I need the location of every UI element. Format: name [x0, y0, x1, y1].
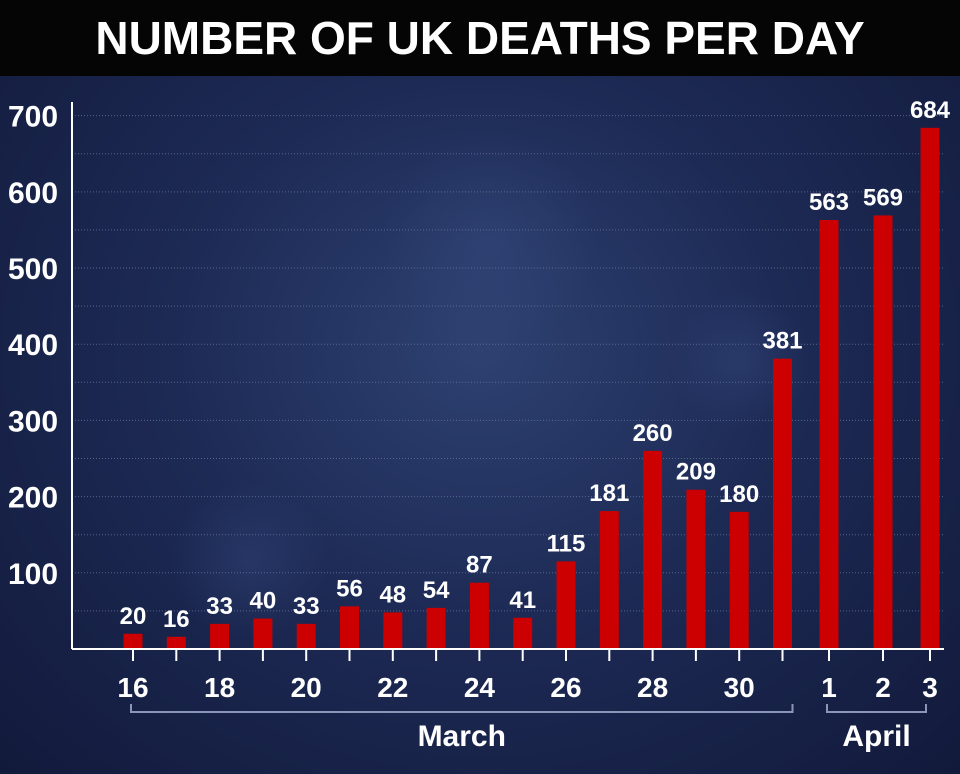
x-tick-label: 26 — [550, 672, 581, 703]
bar — [643, 450, 663, 649]
month-label: April — [842, 720, 910, 753]
x-tick-label: 22 — [377, 672, 408, 703]
bar — [873, 215, 893, 649]
x-tick-label: 1 — [821, 672, 837, 703]
x-tick-label: 3 — [922, 672, 938, 703]
bar-value-label: 33 — [293, 593, 320, 620]
bar-value-label: 209 — [676, 459, 716, 486]
bar-value-label: 684 — [910, 97, 951, 124]
bar — [166, 636, 186, 649]
bar — [819, 220, 839, 649]
x-tick-label: 24 — [464, 672, 496, 703]
month-groups: March April — [130, 704, 927, 753]
bar — [513, 617, 533, 649]
y-tick-label: 700 — [8, 101, 58, 134]
bar — [729, 511, 749, 649]
x-tick-label: 30 — [724, 672, 755, 703]
bar-value-label: 563 — [809, 189, 849, 216]
axes — [71, 102, 944, 650]
x-axis-ticks: 16 18 20 22 24 26 28 30 1 2 3 — [117, 649, 938, 703]
month-label: March — [418, 720, 506, 753]
virus-background-decoration — [170, 130, 810, 640]
bar — [426, 607, 446, 649]
bar — [210, 623, 230, 649]
bar — [920, 127, 940, 649]
y-tick-label: 300 — [8, 405, 58, 438]
bar-value-label: 381 — [762, 328, 802, 355]
chart-title: NUMBER OF UK DEATHS PER DAY — [95, 12, 865, 64]
bar — [253, 618, 273, 649]
y-tick-label: 500 — [8, 253, 58, 286]
month-bracket — [826, 704, 927, 713]
bar-value-label: 56 — [336, 575, 363, 602]
x-tick-label: 18 — [204, 672, 235, 703]
x-tick-label: 28 — [637, 672, 668, 703]
y-tick-label: 100 — [8, 558, 58, 591]
bar-value-label: 20 — [120, 603, 147, 630]
y-axis-ticks: 100 200 300 400 500 600 700 — [8, 101, 58, 591]
bar — [340, 606, 359, 649]
bar-value-label: 87 — [466, 552, 493, 579]
bar — [599, 511, 619, 649]
title-bar: NUMBER OF UK DEATHS PER DAY — [0, 0, 960, 76]
bar — [556, 561, 576, 649]
bar-value-label: 115 — [547, 530, 586, 557]
bar-value-label: 180 — [719, 481, 759, 508]
bar — [123, 633, 143, 649]
bar — [469, 582, 489, 649]
bar-value-label: 54 — [423, 577, 450, 604]
bar-value-label: 33 — [206, 593, 233, 620]
gridlines — [72, 115, 944, 612]
bar — [296, 623, 316, 649]
x-tick-label: 16 — [117, 672, 148, 703]
bar-value-label: 181 — [589, 480, 629, 507]
bar-value-label: 40 — [250, 588, 277, 615]
y-tick-label: 400 — [8, 329, 58, 362]
month-bracket — [130, 704, 794, 713]
y-tick-label: 200 — [8, 482, 58, 515]
bar — [773, 358, 792, 649]
x-tick-label: 2 — [875, 672, 891, 703]
bar-value-label: 569 — [863, 184, 903, 211]
bar — [686, 489, 706, 649]
x-tick-label: 20 — [291, 672, 322, 703]
bar-value-label: 41 — [509, 587, 536, 614]
bar-value-label: 16 — [163, 606, 190, 633]
bar-value-label: 260 — [633, 420, 673, 447]
bar-value-label: 48 — [379, 581, 406, 608]
bar — [383, 612, 403, 649]
y-tick-label: 600 — [8, 177, 58, 210]
